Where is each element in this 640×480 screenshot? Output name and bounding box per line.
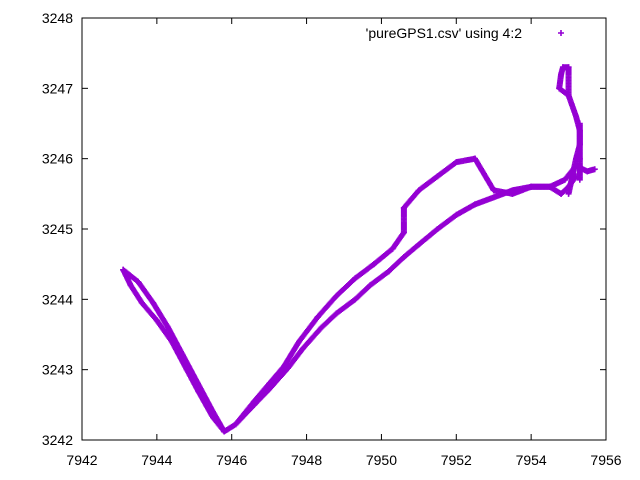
data-point: [565, 92, 572, 99]
data-point: [121, 267, 128, 274]
data-point: [564, 91, 571, 98]
x-tick-label: 7942: [66, 452, 97, 468]
x-tick-label: 7954: [516, 452, 547, 468]
axis-ticks: [81, 17, 607, 441]
legend-marker: [558, 30, 564, 36]
data-point: [591, 166, 598, 173]
legend-marker-symbol: [558, 30, 564, 36]
data-point: [572, 174, 579, 181]
axis-tick-labels: 7942 7944 7946 7948 7950 7952 7954 7956 3242 3243…: [42, 10, 622, 468]
data-point: [573, 173, 580, 180]
data-point: [576, 120, 583, 127]
x-tick-label: 7948: [291, 452, 322, 468]
plot-frame: [81, 17, 607, 441]
x-tick-label: 7952: [441, 452, 472, 468]
y-tick-label: 3248: [42, 10, 73, 26]
x-tick-label: 7944: [141, 452, 172, 468]
x-tick-label: 7956: [590, 452, 621, 468]
legend: 'pureGPS1.csv' using 4:2: [366, 25, 564, 41]
data-point: [120, 266, 127, 273]
y-tick-label: 3244: [42, 291, 73, 307]
y-tick-label: 3247: [42, 80, 73, 96]
y-tick-label: 3246: [42, 151, 73, 167]
y-tick-label: 3242: [42, 432, 73, 448]
x-tick-label: 7946: [216, 452, 247, 468]
gps-points: [120, 64, 598, 435]
y-tick-label: 3243: [42, 362, 73, 378]
x-tick-label: 7950: [366, 452, 397, 468]
y-tick-label: 3245: [42, 221, 73, 237]
legend-label: 'pureGPS1.csv' using 4:2: [366, 25, 523, 41]
